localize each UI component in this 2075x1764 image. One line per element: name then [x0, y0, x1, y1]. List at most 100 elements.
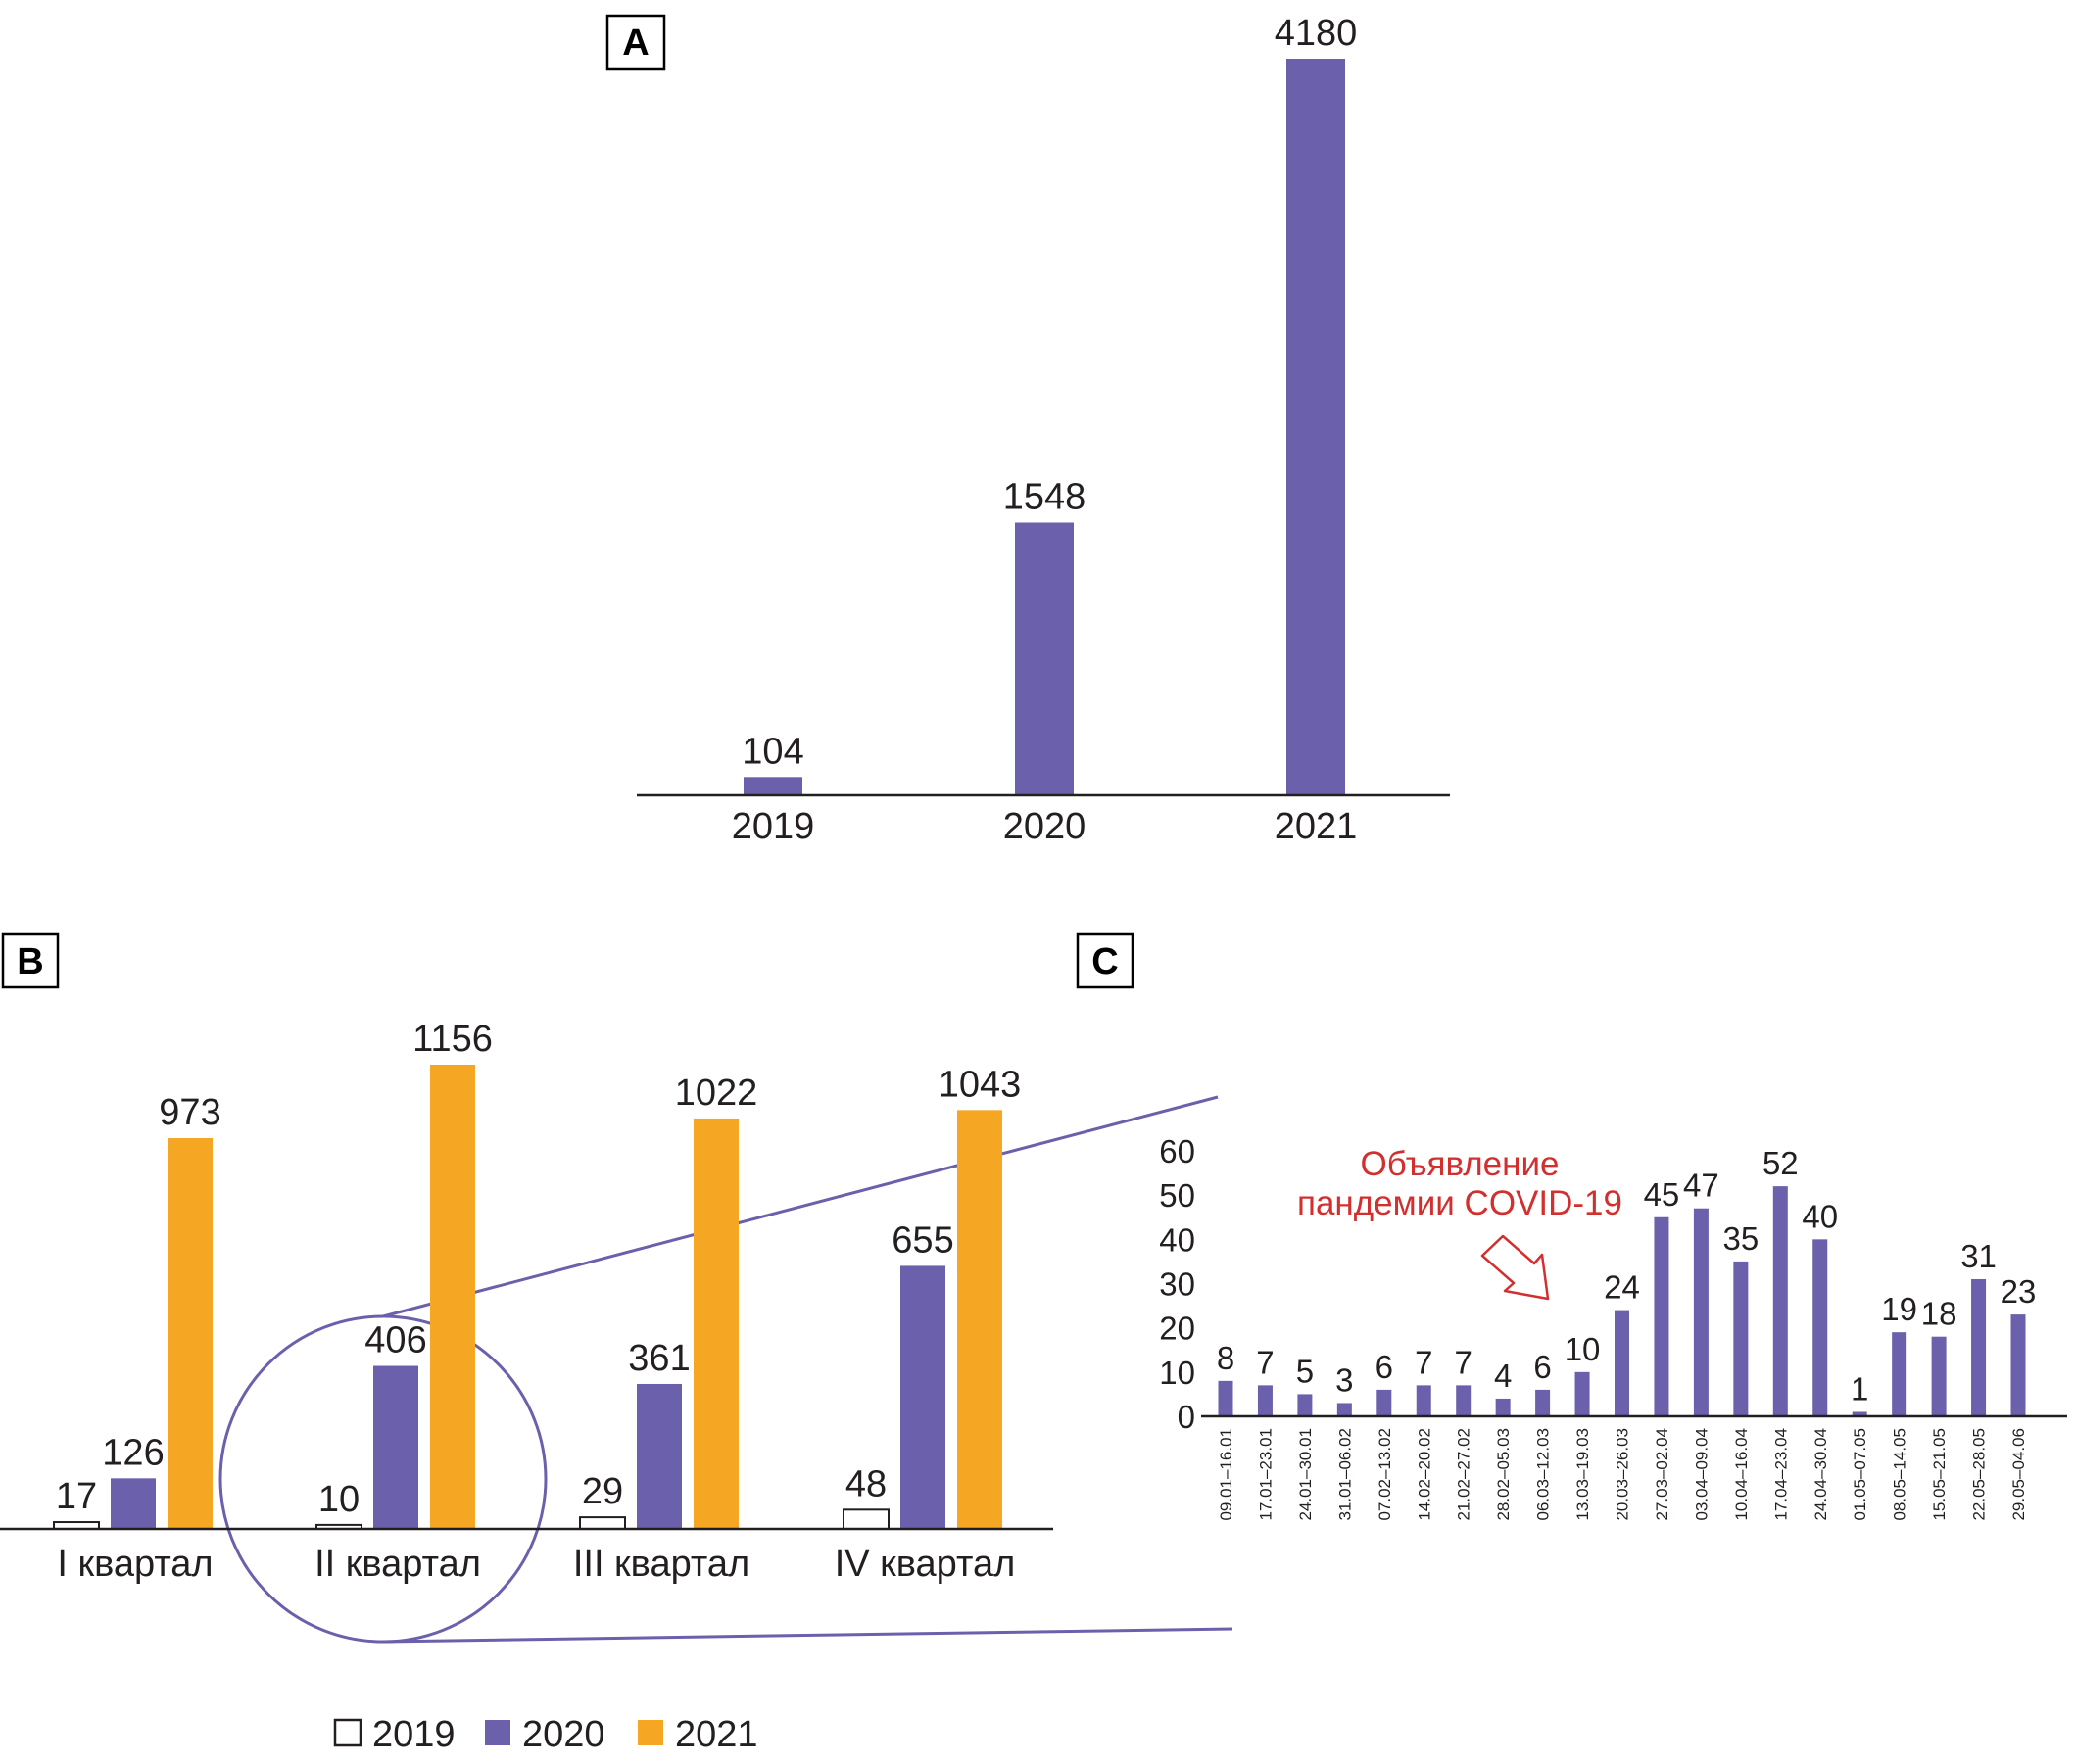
bar-c-label-15: 52: [1762, 1145, 1799, 1181]
tick-b-q3: III квартал: [573, 1544, 749, 1585]
tick-c-18: 08.05–14.05: [1891, 1428, 1909, 1521]
tick-c-13: 03.04–09.04: [1692, 1428, 1711, 1521]
bar-c-label-19: 18: [1921, 1296, 1957, 1332]
tick-c-4: 31.01–06.02: [1335, 1428, 1354, 1521]
bar-b-label-2020-q3: 361: [628, 1338, 690, 1379]
ytick-c-30: 30: [1159, 1266, 1195, 1303]
bar-c-label-21: 23: [2001, 1273, 2037, 1310]
bar-c-17: [1852, 1411, 1867, 1416]
ytick-c-50: 50: [1159, 1177, 1195, 1214]
tick-c-5: 07.02–13.02: [1375, 1428, 1394, 1521]
bar-b-label-2021-q1: 973: [159, 1092, 220, 1133]
tick-c-11: 20.03–26.03: [1614, 1428, 1632, 1521]
zoom-connector: [218, 1095, 1233, 1644]
bar-b-label-2020-q1: 126: [102, 1432, 164, 1473]
tick-c-21: 29.05–04.06: [2009, 1428, 2028, 1521]
legend-label-2021: 2021: [675, 1714, 758, 1755]
bar-c-14: [1733, 1261, 1749, 1416]
tick-a-2021: 2021: [1275, 806, 1358, 847]
bar-c-3: [1297, 1394, 1313, 1416]
bar-c-label-16: 40: [1802, 1198, 1838, 1234]
bar-a-label-2020: 1548: [1003, 477, 1086, 518]
legend-label-2020: 2020: [522, 1714, 605, 1755]
bar-c-4: [1336, 1403, 1352, 1416]
bar-b-label-2021-q3: 1022: [675, 1073, 758, 1114]
bar-c-5: [1376, 1389, 1392, 1416]
bar-a-2021: [1286, 59, 1345, 795]
ytick-c-20: 20: [1159, 1311, 1195, 1347]
bar-b-2020-q3: [637, 1383, 682, 1529]
bar-b-2021-q2: [430, 1065, 475, 1529]
bar-b-2021-q3: [694, 1118, 739, 1529]
bar-c-8: [1495, 1398, 1511, 1416]
bar-c-label-18: 19: [1881, 1291, 1917, 1327]
bar-c-label-10: 10: [1565, 1331, 1601, 1367]
panel-b-label: B: [1, 932, 60, 989]
bar-b-2020-q4: [900, 1265, 945, 1529]
bar-c-10: [1574, 1371, 1590, 1416]
tick-c-6: 14.02–20.02: [1415, 1428, 1433, 1521]
bar-a-2019: [744, 777, 802, 795]
bar-c-label-11: 24: [1604, 1269, 1640, 1306]
bar-c-9: [1535, 1389, 1551, 1416]
panel-b-letter: B: [17, 941, 43, 982]
bar-b-label-2019-q2: 10: [318, 1479, 360, 1520]
bar-a-label-2021: 4180: [1275, 13, 1358, 54]
tick-a-2020: 2020: [1003, 806, 1086, 847]
bar-c-label-9: 6: [1533, 1349, 1551, 1385]
tick-b-q2: II квартал: [314, 1544, 481, 1585]
tick-c-9: 06.03–12.03: [1534, 1428, 1553, 1521]
legend: 2019 2020 2021: [333, 1714, 758, 1755]
annotation-arrow-icon: [1480, 1234, 1550, 1301]
zoom-line-bottom: [382, 1627, 1233, 1644]
tick-c-17: 01.05–07.05: [1851, 1428, 1869, 1521]
chart-c: 0102030405060809.01–16.01717.01–23.01524…: [1159, 1133, 2067, 1521]
panel-a-letter: A: [622, 23, 649, 64]
tick-c-1: 09.01–16.01: [1217, 1428, 1235, 1521]
tick-c-10: 13.03–19.03: [1573, 1428, 1592, 1521]
bar-c-label-6: 7: [1415, 1344, 1432, 1380]
bar-c-label-3: 5: [1296, 1353, 1314, 1389]
covid-annotation: Объявление пандемии COVID-19: [1297, 1145, 1622, 1301]
legend-swatch-2020: [485, 1720, 510, 1745]
tick-b-q1: I квартал: [57, 1544, 213, 1585]
bar-c-1: [1218, 1380, 1233, 1416]
tick-c-14: 10.04–16.04: [1732, 1428, 1751, 1521]
bar-b-2021-q4: [957, 1110, 1002, 1529]
ytick-c-0: 0: [1178, 1399, 1195, 1435]
zoom-line-top: [382, 1095, 1219, 1318]
bar-a-2020: [1015, 522, 1074, 795]
bar-c-21: [2010, 1314, 2026, 1416]
bar-b-2020-q2: [373, 1365, 418, 1529]
bar-b-2020-q1: [111, 1478, 156, 1529]
ytick-c-60: 60: [1159, 1133, 1195, 1169]
bar-c-11: [1615, 1310, 1629, 1416]
chart-a: 104 2019 1548 2020 4180 2021: [637, 13, 1450, 847]
tick-c-3: 24.01–30.01: [1296, 1428, 1315, 1521]
legend-swatch-2019: [333, 1718, 362, 1747]
tick-c-15: 17.04–23.04: [1771, 1428, 1790, 1521]
bar-a-label-2019: 104: [742, 731, 803, 772]
panel-a-label: A: [605, 14, 666, 71]
legend-swatch-2021: [638, 1720, 663, 1745]
bar-c-6: [1416, 1385, 1431, 1416]
bar-c-20: [1971, 1278, 1987, 1416]
bar-c-label-1: 8: [1217, 1340, 1234, 1376]
bar-b-label-2020-q2: 406: [364, 1320, 426, 1361]
bar-b-label-2021-q4: 1043: [939, 1064, 1022, 1105]
bar-c-label-13: 47: [1683, 1168, 1719, 1204]
tick-c-8: 28.02–05.03: [1494, 1428, 1513, 1521]
bar-c-12: [1654, 1216, 1669, 1416]
tick-c-12: 27.03–02.04: [1653, 1428, 1671, 1521]
chart-b: 17 10 29 48 126 406 361 655 973 1156 1022 1043 I ква…: [0, 1019, 1053, 1585]
tick-c-16: 24.04–30.04: [1811, 1428, 1830, 1521]
bar-c-18: [1892, 1332, 1907, 1416]
bar-b-2021-q1: [168, 1138, 213, 1529]
bar-c-19: [1931, 1336, 1947, 1416]
bar-c-label-5: 6: [1375, 1349, 1393, 1385]
bar-b-label-2019-q3: 29: [582, 1471, 623, 1512]
annotation-line-1: Объявление: [1361, 1145, 1560, 1183]
ytick-c-10: 10: [1159, 1355, 1195, 1391]
bar-c-label-17: 1: [1851, 1370, 1868, 1406]
tick-c-2: 17.01–23.01: [1256, 1428, 1275, 1521]
